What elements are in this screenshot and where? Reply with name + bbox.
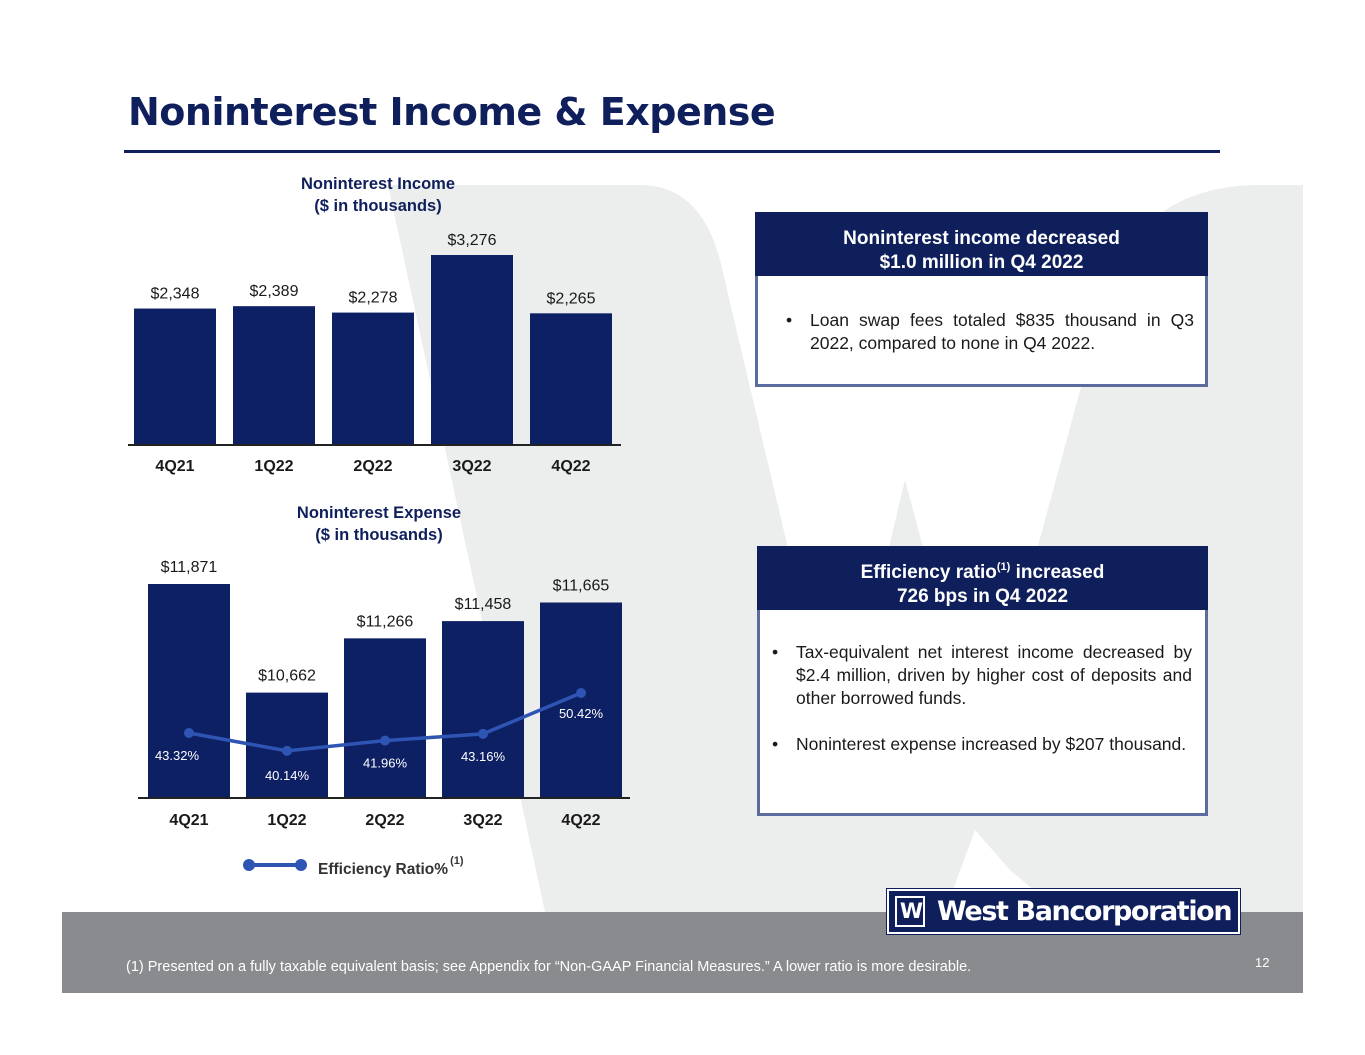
income-summary-card: Noninterest income decreased $1.0 millio… [755,212,1208,387]
expense-bar [148,584,230,797]
income-summary-bullets: Loan swap fees totaled $835 thousand in … [786,309,1194,355]
expense-category-label: 2Q22 [365,812,404,829]
efficiency-summary-bullet: Tax-equivalent net interest income decre… [772,641,1192,710]
footnote: (1) Presented on a fully taxable equival… [126,959,972,975]
legend-text: Efficiency Ratio% [318,861,449,878]
expense-chart-subtitle: ($ in thousands) [315,526,443,544]
efficiency-ratio-point [184,727,194,738]
income-category-label: 4Q22 [551,458,590,475]
efficiency-ratio-label: 41.96% [363,756,408,771]
efficiency-heading-text-a: Efficiency ratio [860,562,997,583]
efficiency-ratio-point [478,728,488,739]
income-bar [332,312,414,444]
income-summary-header: Noninterest income decreased $1.0 millio… [755,212,1208,276]
income-value-label: $2,265 [547,290,596,307]
west-bancorporation-logo: W West Bancorporation [886,888,1241,935]
efficiency-ratio-label: 43.32% [155,748,200,763]
efficiency-ratio-label: 50.42% [559,706,604,721]
income-category-label: 4Q21 [155,458,194,475]
efficiency-ratio-point [380,735,390,746]
expense-value-label: $11,665 [553,578,610,595]
income-chart-subtitle: ($ in thousands) [314,197,442,215]
efficiency-summary-heading-line1: Efficiency ratio(1) increased [757,561,1208,585]
income-value-label: $3,276 [448,232,497,249]
efficiency-ratio-label: 40.14% [265,768,310,783]
page-title: Noninterest Income & Expense [128,90,776,134]
efficiency-summary-bullet: Noninterest expense increased by $207 th… [772,733,1192,756]
expense-bar [442,621,524,797]
efficiency-heading-footnote-marker: (1) [996,561,1011,573]
income-chart-title-main: Noninterest Income [300,175,456,193]
income-bar [233,306,315,444]
title-divider [124,150,1220,153]
legend-label: Efficiency Ratio% (1) [318,856,464,879]
income-bar [530,313,612,444]
efficiency-ratio-label: 43.16% [461,749,506,764]
income-category-label: 3Q22 [452,458,491,475]
efficiency-summary-heading-line2: 726 bps in Q4 2022 [896,586,1069,607]
expense-chart-title: Noninterest Expense ($ in thousands) [229,502,529,546]
income-value-label: $2,389 [250,283,299,300]
expense-value-label: $11,458 [455,596,512,613]
income-category-label: 2Q22 [353,458,392,475]
noninterest-expense-chart: $11,871 4Q21 $10,662 1Q22 $11,266 2Q22 $11,458… [138,559,630,829]
expense-bar [344,638,426,797]
noninterest-income-chart: $2,348 4Q21 $2,389 1Q22 $2,278 2Q22 $3,276 3Q22… [128,232,621,475]
page-number: 12 [1255,955,1270,970]
expense-category-label: 1Q22 [267,812,306,829]
income-value-label: $2,348 [151,286,200,303]
efficiency-ratio-point [282,745,292,756]
logo-wordmark: West Bancorporation [937,896,1233,927]
expense-bar [540,602,622,797]
income-value-label: $2,278 [349,290,398,307]
expense-chart-title-main: Noninterest Expense [296,504,462,522]
income-bar [431,255,513,444]
income-category-label: 1Q22 [254,458,293,475]
income-bar [134,308,216,444]
efficiency-summary-bullets: Tax-equivalent net interest income decre… [772,641,1192,756]
efficiency-summary-header: Efficiency ratio(1) increased 726 bps in… [757,546,1208,610]
expense-category-label: 4Q21 [169,812,208,829]
income-chart-title: Noninterest Income ($ in thousands) [228,173,528,217]
legend-line-swatch [243,859,307,871]
expense-category-label: 3Q22 [463,812,502,829]
expense-value-label: $11,871 [161,559,218,576]
legend-footnote-marker: (1) [450,855,464,867]
expense-value-label: $10,662 [258,668,316,685]
income-summary-heading-line2: $1.0 million in Q4 2022 [879,252,1084,273]
income-summary-bullet: Loan swap fees totaled $835 thousand in … [786,309,1194,355]
logo-mark: W [895,896,925,927]
efficiency-heading-text-b: increased [1010,562,1105,583]
efficiency-ratio-point [576,687,586,698]
expense-value-label: $11,266 [357,613,414,630]
income-summary-heading-line1: Noninterest income decreased [843,228,1120,249]
expense-category-label: 4Q22 [561,812,600,829]
efficiency-summary-card: Efficiency ratio(1) increased 726 bps in… [757,546,1208,816]
